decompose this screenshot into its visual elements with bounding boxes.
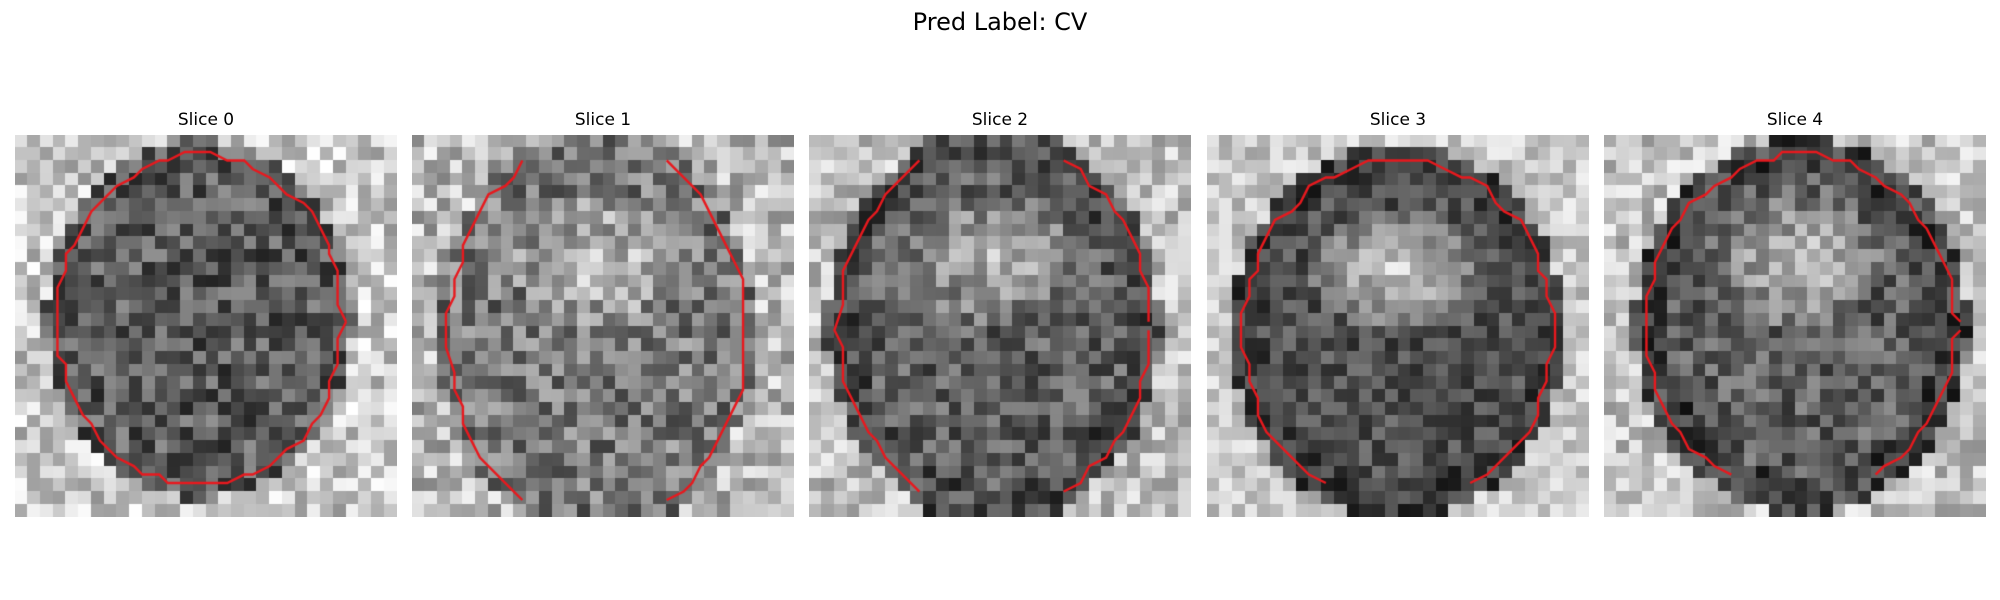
slice-title-0: Slice 0 — [177, 110, 235, 130]
slice-image-3 — [1207, 135, 1589, 517]
slice-image-1 — [412, 135, 794, 517]
figure-title: Pred Label: CV — [912, 8, 1088, 36]
slice-panel-0: Slice 0 — [15, 108, 397, 517]
slice-panel-1: Slice 1 — [412, 108, 794, 517]
slice-title-3: Slice 3 — [1369, 110, 1427, 130]
slice-panel-3: Slice 3 — [1207, 108, 1589, 517]
slice-panel-4: Slice 4 — [1604, 108, 1986, 517]
slice-image-2 — [809, 135, 1191, 517]
slice-title-4: Slice 4 — [1766, 110, 1824, 130]
slice-image-0 — [15, 135, 397, 517]
slice-title-1: Slice 1 — [574, 110, 632, 130]
slice-image-4 — [1604, 135, 1986, 517]
slice-title-2: Slice 2 — [971, 110, 1029, 130]
slice-panel-2: Slice 2 — [809, 108, 1191, 517]
